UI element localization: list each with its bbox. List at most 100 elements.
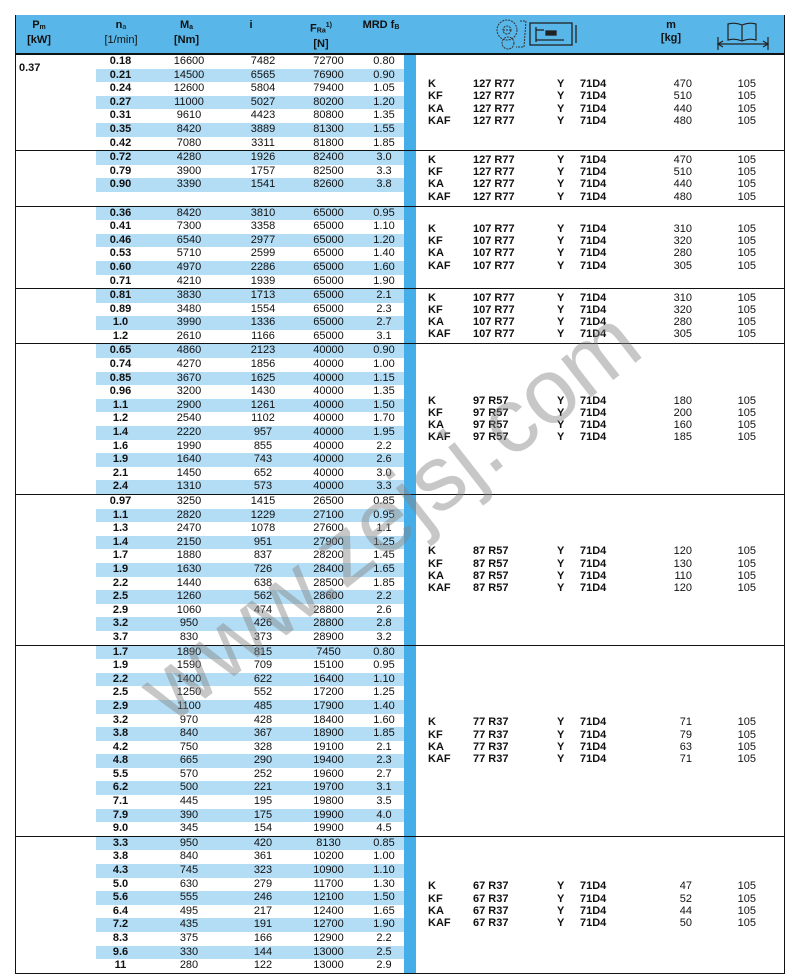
blue-stripe [404, 151, 416, 206]
dim-sheet: 105 [737, 304, 756, 317]
ratio: 367 [253, 727, 273, 740]
row-shading [96, 151, 404, 165]
na-label: n [115, 19, 123, 31]
row-shading [96, 122, 404, 137]
y-code: Y [557, 114, 565, 127]
output-speed: 2.5 [112, 590, 129, 603]
output-torque: 4860 [176, 344, 202, 357]
service-factor: 1.65 [373, 562, 395, 575]
motor: 71D4 [580, 166, 607, 179]
table-row: 1.4 2150 951 27900 1.25 [16, 535, 404, 550]
table-row: 0.27 11000 5027 80200 1.20 [16, 95, 404, 110]
output-speed: 1.2 [112, 329, 129, 342]
service-factor: 1.15 [373, 371, 395, 384]
ratio: 3358 [250, 220, 276, 233]
dim-sheet: 105 [737, 419, 756, 432]
gearmotor-selection-table: Pm [kW] na [1/min] Ma [Nm] i FRa1) [N] MRD f… [15, 15, 785, 974]
y-code: Y [557, 716, 565, 729]
table-group: 0.36 8420 3810 65000 0.95 0.41 7300 3358 65000 1.… [16, 206, 784, 290]
service-factor: 3.2 [376, 630, 392, 643]
row-shading [96, 426, 404, 440]
ratio: 652 [253, 466, 273, 479]
dim-sheet: 105 [737, 259, 756, 272]
group-rows: 1.7 1890 815 7450 0.80 1.9 1590 709 15100 0.95 2.2… [16, 645, 404, 836]
header-m: m [kg] [656, 19, 686, 45]
service-factor: 2.6 [376, 603, 392, 616]
ratio: 562 [253, 590, 273, 603]
motor: 71D4 [580, 291, 607, 304]
service-factor: 1.10 [373, 672, 395, 685]
gear-unit: 107 R77 [473, 259, 515, 272]
output-speed: 6.2 [112, 781, 129, 794]
designation-row: KF 127 R77 Y 71D4 510 105 [416, 90, 784, 102]
table-row: 2.1 1450 652 40000 3.0 [16, 467, 404, 481]
y-code: Y [557, 557, 565, 570]
table-row: 4.2 750 328 19100 2.1 [16, 741, 404, 755]
output-speed: 4.8 [112, 754, 129, 767]
designation-row: KAF 127 R77 Y 71D4 480 105 [416, 115, 784, 127]
service-factor: 0.90 [373, 344, 395, 357]
service-factor: 1.70 [373, 412, 395, 425]
table-body: 0.37 0.18 16600 7482 72700 0.80 0.21 14500 6565 7… [16, 55, 784, 973]
blue-stripe [404, 495, 416, 645]
table-row: 2.5 1260 562 28600 2.2 [16, 590, 404, 604]
ratio: 6565 [250, 68, 276, 81]
output-torque: 1640 [176, 453, 202, 466]
ratio: 485 [253, 699, 273, 712]
output-speed: 9.6 [112, 945, 129, 958]
output-torque: 2900 [176, 398, 202, 411]
ratio: 191 [253, 918, 273, 931]
designation-block: K 77 R37 Y 71D4 71 105 KF 77 R37 Y 71D4 79 105 KA 77 … [416, 646, 784, 836]
output-speed: 0.72 [109, 151, 132, 164]
service-factor: 1.85 [373, 576, 395, 589]
gear-unit: 127 R77 [473, 153, 515, 166]
service-factor: 0.85 [373, 836, 395, 849]
output-speed: 0.74 [109, 358, 132, 371]
output-speed: 2.1 [112, 466, 129, 479]
output-torque: 3990 [176, 316, 202, 329]
output-speed: 0.89 [109, 302, 132, 315]
designation-block: K 107 R77 Y 71D4 310 105 KF 107 R77 Y 71D4 320 105 K… [416, 207, 784, 289]
output-speed: 1.4 [112, 535, 129, 548]
ratio: 2123 [250, 344, 276, 357]
gear-unit: 77 R37 [473, 752, 509, 765]
motor: 71D4 [580, 235, 607, 248]
overhung-load: 65000 [313, 247, 344, 260]
output-torque: 6540 [176, 233, 202, 246]
service-factor: 0.90 [373, 68, 395, 81]
mass: 440 [673, 102, 692, 115]
output-speed: 1.6 [112, 439, 129, 452]
output-speed: 1.1 [112, 508, 129, 521]
designation-row: KA 107 R77 Y 71D4 280 105 [416, 316, 784, 328]
output-torque: 8420 [176, 206, 202, 219]
service-factor: 1.35 [373, 109, 395, 122]
table-row: 0.97 3250 1415 26500 0.85 [16, 495, 404, 509]
designation-block: K 127 R77 Y 71D4 470 105 KF 127 R77 Y 71D4 510 105 K… [416, 151, 784, 205]
gear-type: KA [428, 178, 444, 191]
ratio: 622 [253, 672, 273, 685]
row-shading [96, 68, 404, 83]
output-torque: 2150 [176, 535, 202, 548]
gear-type: KA [428, 316, 444, 329]
y-code: Y [557, 904, 565, 917]
gear-type: KAF [428, 752, 451, 765]
motor: 71D4 [580, 880, 607, 893]
service-factor: 1.1 [376, 522, 392, 535]
ratio: 957 [253, 426, 273, 439]
table-row: 0.71 4210 1939 65000 1.90 [16, 275, 404, 289]
output-speed: 5.6 [112, 891, 129, 904]
table-row: 0.46 6540 2977 65000 1.20 [16, 233, 404, 248]
output-torque: 9610 [176, 109, 202, 122]
ratio: 1229 [250, 508, 276, 521]
mass: 470 [673, 78, 692, 91]
overhung-load: 40000 [313, 398, 344, 411]
designation-row: KF 87 R57 Y 71D4 130 105 [416, 558, 784, 570]
dim-sheet: 105 [737, 407, 756, 420]
fra-label: F [310, 22, 317, 35]
output-torque: 1630 [176, 562, 202, 575]
table-row: 0.90 3390 1541 82600 3.8 [16, 178, 404, 192]
service-factor: 1.90 [373, 274, 395, 287]
service-factor: 1.10 [373, 220, 395, 233]
service-factor: 2.7 [376, 767, 392, 780]
designation-row: K 107 R77 Y 71D4 310 105 [416, 292, 784, 304]
